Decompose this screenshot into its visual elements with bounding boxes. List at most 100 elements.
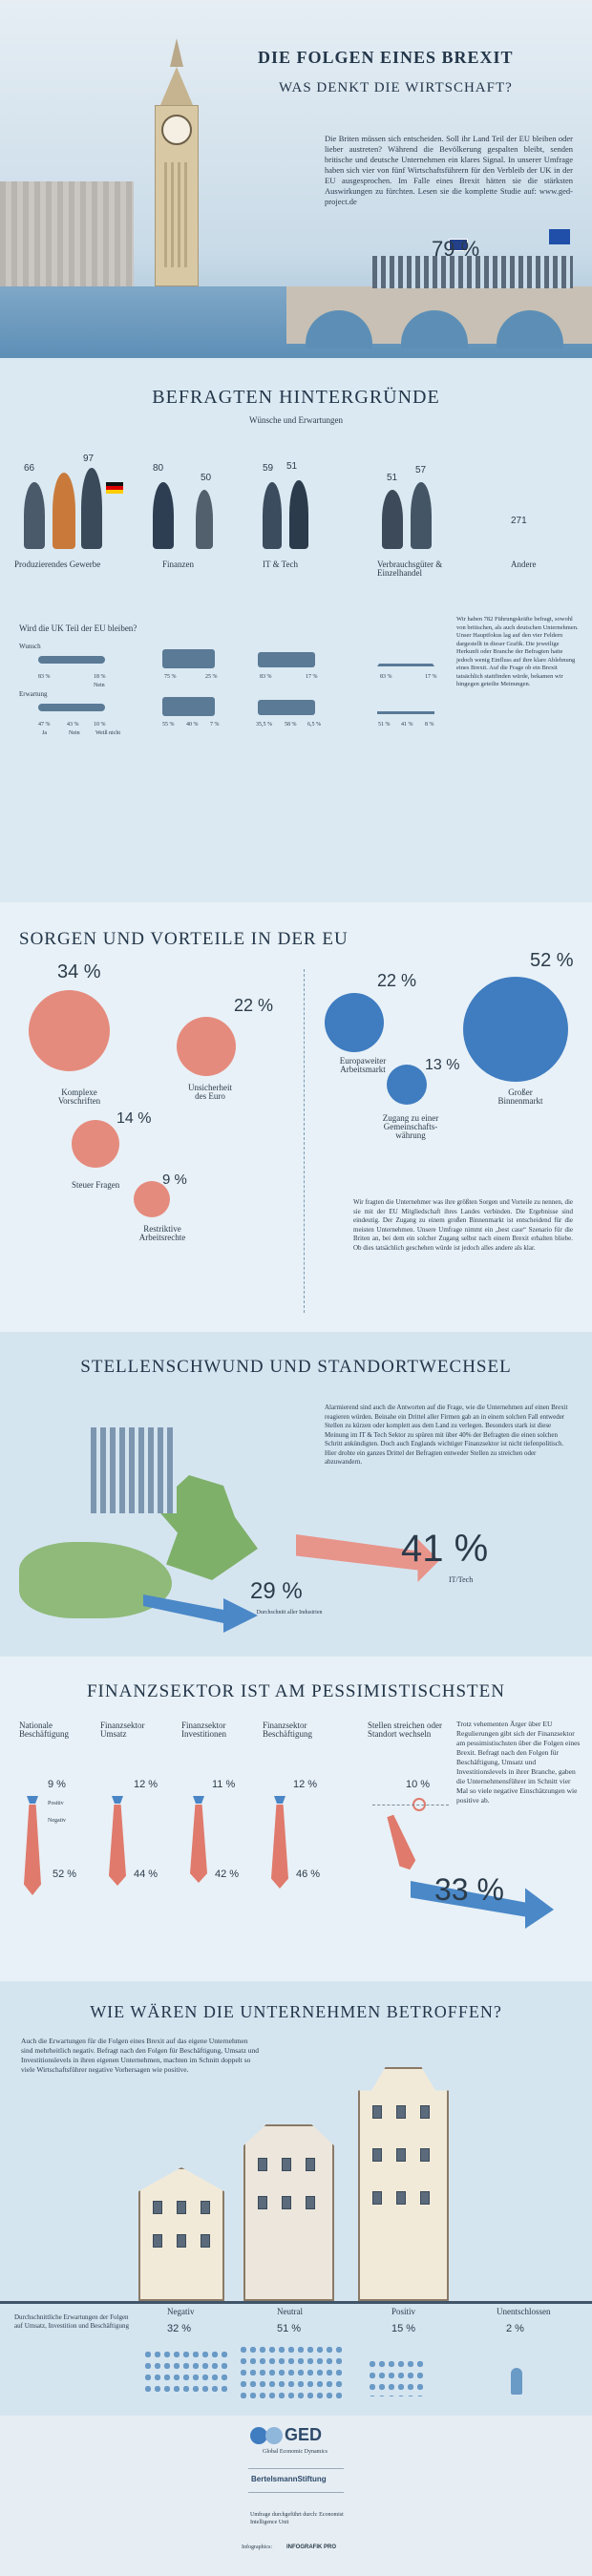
group-consumer-n1: 51 xyxy=(387,473,398,483)
tie-icon-2 xyxy=(109,1805,126,1886)
worker-figure-icon xyxy=(24,482,45,549)
group-finance-n1: 80 xyxy=(153,463,164,474)
tie-knot-icon-4 xyxy=(274,1796,285,1804)
window-icon-3 xyxy=(201,2201,210,2214)
erw-label-ja: Ja xyxy=(42,730,47,736)
bridge-illustration xyxy=(286,286,592,348)
erw-val-12: 8 % xyxy=(425,722,434,728)
group-consumer-n2: 57 xyxy=(415,465,427,475)
question-text: Wird die UK Teil der EU bleiben? xyxy=(19,623,137,633)
benefit-1-pct: 22 % xyxy=(377,971,417,990)
finance-section: FINANZSEKTOR IST AM PESSIMISTISCHSTEN Na… xyxy=(0,1657,592,1981)
cat-negative-label: Negativ xyxy=(167,2307,195,2316)
erw-val-5: 40 % xyxy=(186,722,199,728)
concern-1-pct: 34 % xyxy=(57,961,101,982)
group-it: 59 51 IT & Tech xyxy=(253,461,339,587)
ground-line xyxy=(0,2301,592,2304)
section3-title: STELLENSCHWUND UND STANDORTWECHSEL xyxy=(80,1357,512,1377)
concern-4-label: Restriktive Arbeitsrechte xyxy=(138,1224,186,1242)
section2-note: Wir fragten die Unternehmer was ihre grö… xyxy=(353,1198,573,1252)
window-icon-15 xyxy=(420,2105,430,2119)
cat-negative-pct: 32 % xyxy=(167,2323,192,2334)
currency-icon xyxy=(387,1065,427,1105)
window-icon-2 xyxy=(177,2201,186,2214)
negative-label: Negativ xyxy=(48,1818,66,1824)
erw-val-2: 43 % xyxy=(67,722,79,728)
section4-title: FINANZSEKTOR IST AM PESSIMISTISCHSTEN xyxy=(86,1681,505,1701)
wunsch-val-1: 83 % xyxy=(38,674,51,680)
banker-figure-icon xyxy=(153,482,174,549)
cat-positive-label: Positiv xyxy=(391,2307,416,2316)
tie-knot-icon-3 xyxy=(193,1796,204,1804)
footer-divider-2 xyxy=(248,2492,344,2493)
footer: GED Global Economic Dynamics Bertelsmann… xyxy=(0,2416,592,2576)
tie-knot-icon xyxy=(27,1796,38,1804)
bertelsmann-logo: BertelsmannStiftung xyxy=(251,2475,327,2483)
concern-3-label: Steuer Fragen xyxy=(72,1180,120,1190)
flag-de-icon xyxy=(106,482,123,494)
concerns-section: SORGEN UND VORTEILE IN DER EU 34 % Kompl… xyxy=(0,902,592,1332)
page-title: DIE FOLGEN EINES BREXIT xyxy=(258,48,514,67)
avg-pct: 29 % xyxy=(250,1578,303,1604)
tax-icon xyxy=(72,1120,119,1168)
concern-2-pct: 22 % xyxy=(234,996,274,1015)
benefit-3-pct: 13 % xyxy=(425,1057,460,1073)
ged-logo-icon-2 xyxy=(265,2427,283,2444)
wunsch-val-2: 18 % xyxy=(94,674,106,680)
benefit-2-label: Großer Binnenmarkt xyxy=(497,1087,543,1106)
col5-bottom: 33 % xyxy=(434,1872,504,1907)
group-manufacturing-label: Produzierendes Gewerbe xyxy=(14,560,101,569)
group-it-label: IT & Tech xyxy=(263,560,299,569)
job-market-icon xyxy=(325,993,384,1052)
erw-label-nein: Nein xyxy=(69,730,80,736)
labour-law-icon xyxy=(134,1181,170,1217)
infografik-logo: INFOGRAFIK PRO xyxy=(286,2544,336,2550)
wunsch-no-label: Nein xyxy=(94,683,105,688)
crowd-negative-illustration xyxy=(143,2349,229,2397)
wunsch-val-8: 17 % xyxy=(425,674,437,680)
erw-val-11: 41 % xyxy=(401,722,413,728)
avg-pct-label: Durchschnitt aller Industrien xyxy=(256,1610,323,1615)
section3-note: Alarmierend sind auch die Antworten auf … xyxy=(325,1404,568,1466)
col5-top: 10 % xyxy=(406,1779,431,1790)
section4-note: Trotz vehementen Ärger über EU Regulieru… xyxy=(456,1720,581,1805)
erw-val-3: 10 % xyxy=(94,722,106,728)
flag-uk-icon-2 xyxy=(449,239,468,251)
group-other: 271 Andere xyxy=(487,463,573,587)
col2-top: 12 % xyxy=(134,1779,159,1790)
crowd-illustration xyxy=(372,256,573,288)
window-icon-20 xyxy=(396,2191,406,2205)
cat-neutral-pct: 51 % xyxy=(277,2323,302,2334)
clock-face-icon xyxy=(161,115,192,145)
wunsch-label: Wunsch xyxy=(19,643,41,650)
group-finance-label: Finanzen xyxy=(162,560,194,569)
banker-figure-icon-2 xyxy=(196,490,213,549)
window-icon-5 xyxy=(177,2234,186,2248)
window-icon-18 xyxy=(420,2148,430,2162)
worker-figure-icon-3 xyxy=(81,468,102,549)
worker-figure-icon-2 xyxy=(53,473,75,549)
shopper-figure-icon-2 xyxy=(411,482,432,549)
hanger-icon xyxy=(377,649,434,666)
house-neutral xyxy=(243,2124,334,2301)
hanger-icon-2 xyxy=(377,697,434,714)
window-icon-10 xyxy=(258,2196,267,2209)
keyboard-icon-2 xyxy=(258,700,315,715)
survey-credit: Umfrage durchgeführt durch: Economist In… xyxy=(250,2512,344,2525)
erw-val-7: 35,5 % xyxy=(256,722,272,728)
section5-caption: Durchschnittliche Erwartungen der Folgen… xyxy=(14,2313,129,2330)
window-icon-19 xyxy=(372,2191,382,2205)
group-other-label: Andere xyxy=(511,560,537,569)
group-finance-n2: 50 xyxy=(201,473,212,483)
window-icon-16 xyxy=(372,2148,382,2162)
col2-label: Finanzsektor Umsatz xyxy=(100,1721,145,1739)
tech-figure-icon-2 xyxy=(289,480,308,549)
window-icon-12 xyxy=(306,2196,315,2209)
col4-top: 12 % xyxy=(293,1779,318,1790)
it-pct: 41 % xyxy=(401,1528,489,1570)
single-market-icon xyxy=(463,977,568,1082)
wunsch-val-3: 75 % xyxy=(164,674,177,680)
group-finance: 80 50 Finanzen xyxy=(143,463,229,587)
window-icon-9 xyxy=(306,2158,315,2171)
benefit-1-label: Europaweiter Arbeitsmarkt xyxy=(339,1056,387,1074)
